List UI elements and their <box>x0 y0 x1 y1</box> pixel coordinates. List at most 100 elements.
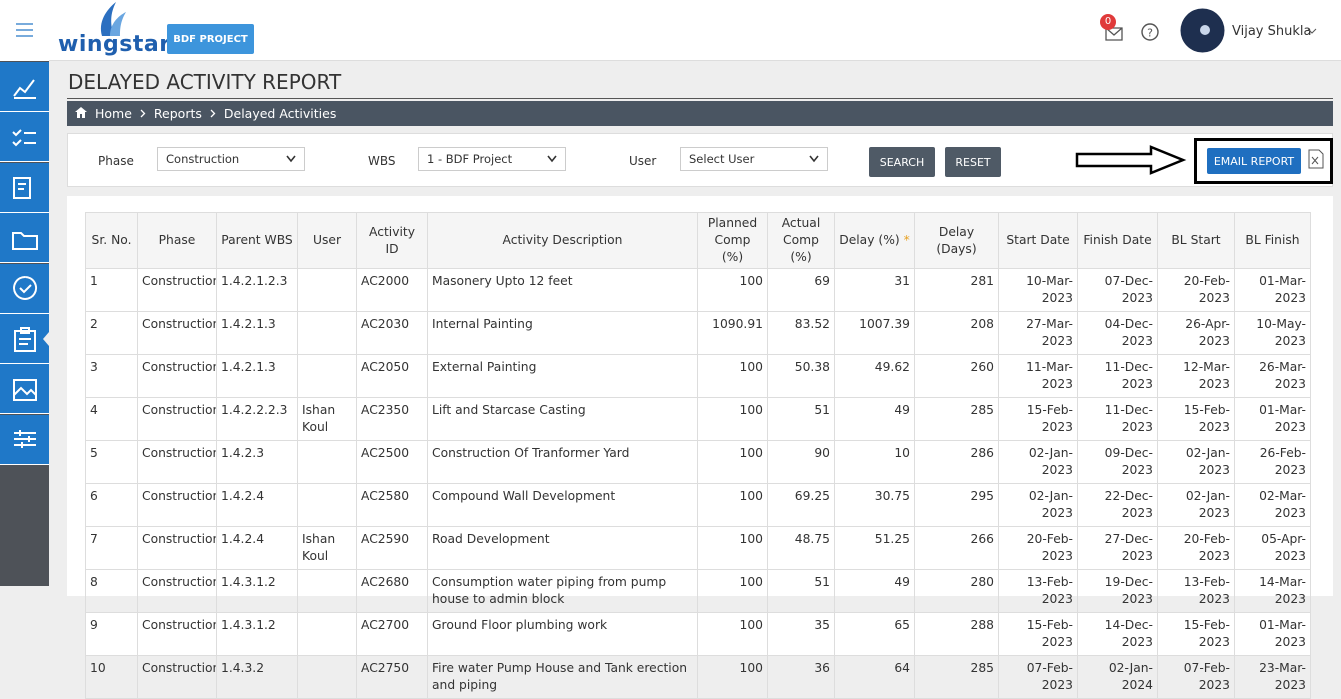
sidebar-item[interactable] <box>0 414 49 465</box>
table-cell: 10-May-2023 <box>1234 311 1311 355</box>
logo: wingstar <box>58 32 171 57</box>
phase-select[interactable]: Construction <box>157 147 305 171</box>
email-button[interactable]: EMAIL REPORT <box>1207 148 1301 174</box>
column-header: Start Date <box>998 212 1078 269</box>
table-cell <box>297 483 357 527</box>
mail-icon[interactable] <box>1100 14 1130 44</box>
column-header: Delay (Days) <box>914 212 999 269</box>
table-cell: Ishan Koul <box>297 397 357 441</box>
sidebar-item[interactable] <box>0 62 49 112</box>
table-cell: Compound Wall Development <box>427 483 698 527</box>
phase-label: Phase <box>98 154 134 168</box>
table-cell: 266 <box>914 526 999 570</box>
table-cell: 11-Mar-2023 <box>998 354 1078 398</box>
wbs-label: WBS <box>368 154 396 168</box>
table-cell: 10-Mar-2023 <box>998 268 1078 312</box>
header-text: Delay (Days) <box>936 224 977 256</box>
table-cell: 26-Mar-2023 <box>1234 354 1311 398</box>
sidebar-item[interactable] <box>0 112 49 163</box>
search-button[interactable]: SEARCH <box>869 147 935 177</box>
column-header: Actual Comp (%) <box>767 212 835 269</box>
header-text: Sr. No. <box>91 233 132 247</box>
user-value: Select User <box>689 152 755 166</box>
table-cell: 15-Feb-2023 <box>1157 612 1235 656</box>
user-name[interactable]: Vijay Shukla <box>1232 24 1312 39</box>
table-cell: 83.52 <box>767 311 835 355</box>
table-row: 4 Construction 1.4.2.2.2.3 Ishan Koul AC2350… <box>85 397 1311 441</box>
table-cell: Construction <box>137 655 217 699</box>
user-caret <box>1307 28 1317 34</box>
wbs-value: 1 - BDF Project <box>427 152 513 166</box>
table-cell: Construction <box>137 397 217 441</box>
sidebar-item[interactable] <box>0 213 49 264</box>
help-icon[interactable]: ? <box>1140 22 1160 42</box>
table-cell: 100 <box>697 569 768 613</box>
user-select[interactable]: Select User <box>680 147 828 171</box>
table-cell: 20-Feb-2023 <box>1157 268 1235 312</box>
table-cell <box>297 569 357 613</box>
header-text: BL Finish <box>1245 233 1300 247</box>
table-cell: 07-Feb-2023 <box>1157 655 1235 699</box>
table-cell: 14-Mar-2023 <box>1234 569 1311 613</box>
breadcrumb-item[interactable]: Reports <box>153 106 202 121</box>
breadcrumb-item: Delayed Activities <box>223 106 337 121</box>
table-cell: 22-Dec-2023 <box>1077 483 1158 527</box>
table-cell: AC2050 <box>356 354 428 398</box>
table-cell: 100 <box>697 268 768 312</box>
table-cell: 100 <box>697 612 768 656</box>
home-icon <box>75 106 87 121</box>
table-cell: 13-Feb-2023 <box>998 569 1078 613</box>
table-cell: 7 <box>85 526 138 570</box>
column-header: Delay (%) * <box>834 212 915 269</box>
excel-icon[interactable] <box>1308 149 1324 169</box>
table-cell: 26-Feb-2023 <box>1234 440 1311 484</box>
title-rule <box>67 98 1333 99</box>
table-cell <box>297 440 357 484</box>
table-cell: 02-Jan-2023 <box>998 440 1078 484</box>
column-header: User <box>297 212 357 269</box>
table-cell: 01-Mar-2023 <box>1234 612 1311 656</box>
notification-badge: 0 <box>1100 14 1116 30</box>
table-cell: 6 <box>85 483 138 527</box>
column-header: Parent WBS <box>216 212 298 269</box>
table-cell: 27-Mar-2023 <box>998 311 1078 355</box>
table-cell: 260 <box>914 354 999 398</box>
table-cell: 1090.91 <box>697 311 768 355</box>
menu-icon[interactable] <box>0 0 49 61</box>
table-cell: 1.4.2.4 <box>216 483 298 527</box>
table-cell: 02-Jan-2023 <box>1157 483 1235 527</box>
table-cell: 1.4.3.1.2 <box>216 612 298 656</box>
table-cell: Consumption water piping from pump house… <box>427 569 698 613</box>
table-cell: 5 <box>85 440 138 484</box>
table-cell: AC2500 <box>356 440 428 484</box>
table-cell: AC2590 <box>356 526 428 570</box>
avatar[interactable] <box>1180 8 1225 53</box>
table-cell: 100 <box>697 655 768 699</box>
breadcrumb-item[interactable]: Home <box>95 106 132 121</box>
wbs-select[interactable]: 1 - BDF Project <box>418 147 566 171</box>
table-cell: Construction <box>137 268 217 312</box>
table-cell: 04-Dec-2023 <box>1077 311 1158 355</box>
sidebar-item[interactable] <box>0 314 49 364</box>
table-row: 8 Construction 1.4.3.1.2 AC2680 Consumption … <box>85 569 1311 613</box>
table-cell <box>297 311 357 355</box>
project-button[interactable]: BDF PROJECT <box>167 24 254 54</box>
reset-button[interactable]: RESET <box>945 147 1001 177</box>
breadcrumb-separator <box>210 106 216 121</box>
table-cell: 49 <box>834 569 915 613</box>
column-header: BL Finish <box>1234 212 1311 269</box>
sidebar-item[interactable] <box>0 364 49 415</box>
user-label: User <box>629 154 657 168</box>
table-cell: 14-Dec-2023 <box>1077 612 1158 656</box>
table-cell: 19-Dec-2023 <box>1077 569 1158 613</box>
table-cell: 1.4.2.4 <box>216 526 298 570</box>
table-row: 3 Construction 1.4.2.1.3 AC2050 External Pai… <box>85 354 1311 398</box>
sidebar-item[interactable] <box>0 263 49 314</box>
table-cell: AC2000 <box>356 268 428 312</box>
table-cell: AC2030 <box>356 311 428 355</box>
table-cell: 35 <box>767 612 835 656</box>
table-cell: 285 <box>914 397 999 441</box>
sidebar-item[interactable] <box>0 162 49 213</box>
table-cell: External Painting <box>427 354 698 398</box>
table-row: 7 Construction 1.4.2.4 Ishan Koul AC2590 Road… <box>85 526 1311 570</box>
